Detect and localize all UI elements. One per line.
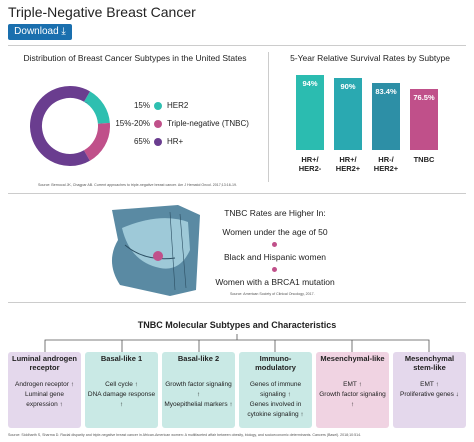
card-title: Immuno-modulatory [255,354,296,372]
value-label: 15% [133,101,150,110]
card-items: Growth factor signaling ↑ Myoepithelial m… [164,380,233,410]
card-item: Cell cycle ↑ [105,381,138,388]
donut-segment [30,86,110,166]
card-items: EMT ↑ Proliferative genes ↓ [395,380,464,400]
bar [372,83,400,150]
divider [8,45,466,46]
card-item: Androgen receptor ↑ [15,381,74,388]
card-item: Proliferative genes ↓ [400,391,459,398]
value-label: 90% [340,82,356,91]
legend-label: HER2 [167,101,189,110]
subtype-card: Basal-like 2 Growth factor signaling ↑ Myo… [162,352,235,428]
subtype-card: Mesenchymal-like EMT ↑ Growth factor signa… [316,352,389,428]
card-title: Basal-like 1 [100,354,143,363]
card-item: EMT ↑ [343,381,362,388]
legend-label: Triple-negative (TNBC) [167,119,249,128]
source-note: Source: Siddharth S, Sharma D. Racial di… [8,433,362,437]
value-label: 83.4% [375,87,397,97]
bullet [272,242,277,247]
card-item: Luminal gene expression ↑ [24,391,65,408]
bullet [272,267,277,272]
bar [334,78,362,150]
subtype-card: Basal-like 1 Cell cycle ↑ DNA damage respo… [85,352,158,428]
legend-swatch [154,120,162,128]
subtype-card: Immuno-modulatory Genes of immune signali… [239,352,312,428]
divider [8,193,466,194]
card-items: Androgen receptor ↑ Luminal gene expressi… [10,380,79,410]
legend-label: HR+ [167,137,184,146]
divider [8,302,466,303]
card-items: Genes of immune signaling ↑ Genes involve… [241,380,310,420]
button-label: Download [14,26,59,37]
value-label: 94% [302,78,318,88]
card-item: Genes of immune signaling ↑ [249,381,302,398]
risk-item: Women under the age of 50 [222,227,328,237]
card-item: Genes involved in cytokine signaling ↑ [247,401,304,418]
source-note: Source: American Society of Clinical Onc… [230,292,315,296]
section-title: TNBC Molecular Subtypes and Characterist… [137,320,337,330]
risk-item: Women with a BRCA1 mutation [215,277,335,287]
risk-item: Black and Hispanic women [223,252,327,262]
category-label: HR+/ HER2+ [335,155,361,173]
bracket [44,334,430,352]
card-items: Cell cycle ↑ DNA damage response ↑ [87,380,156,410]
card-title: Mesenchymal stem-like [404,354,455,372]
category-label: HR-/ HER2+ [373,155,399,173]
legend-swatch [154,138,162,146]
section-title: TNBC Rates are Higher In: [224,208,326,218]
donut-segment [30,86,110,166]
subtype-card: Luminal androgen receptor Androgen recept… [8,352,81,428]
card-title: Mesenchymal-like [320,354,385,363]
card-item: Growth factor signaling ↑ [165,381,232,398]
card-item: Myoepithelial markers ↑ [164,401,233,408]
subtype-card: Mesenchymal stem-like EMT ↑ Proliferative … [393,352,466,428]
chart-title: 5-Year Relative Survival Rates by Subtyp… [290,53,450,63]
download-button[interactable]: Download ⤓ [8,24,72,40]
bar [296,74,324,150]
category-label: TNBC [413,155,435,164]
value-label: 65% [133,137,150,146]
chart-title: Distribution of Breast Cancer Subtypes i… [23,53,247,63]
value-label: 76.5% [413,92,435,102]
breast-illustration [111,205,200,296]
card-title: Luminal androgen receptor [11,354,77,372]
card-item: EMT ↑ [420,381,439,388]
divider [268,52,269,182]
value-label: 15%-20% [115,119,150,128]
bar [410,88,438,150]
category-label: HR+/ HER2- [298,155,322,173]
legend-swatch [154,102,162,110]
card-title: Basal-like 2 [177,354,220,363]
card-items: EMT ↑ Growth factor signaling ↑ [318,380,387,410]
page-title: Triple-Negative Breast Cancer [8,4,196,20]
source-note: Source: Bernocal JK, Chagpar AB. Current… [38,183,237,187]
card-item: Growth factor signaling ↑ [319,391,386,408]
card-item: DNA damage response ↑ [87,391,156,408]
